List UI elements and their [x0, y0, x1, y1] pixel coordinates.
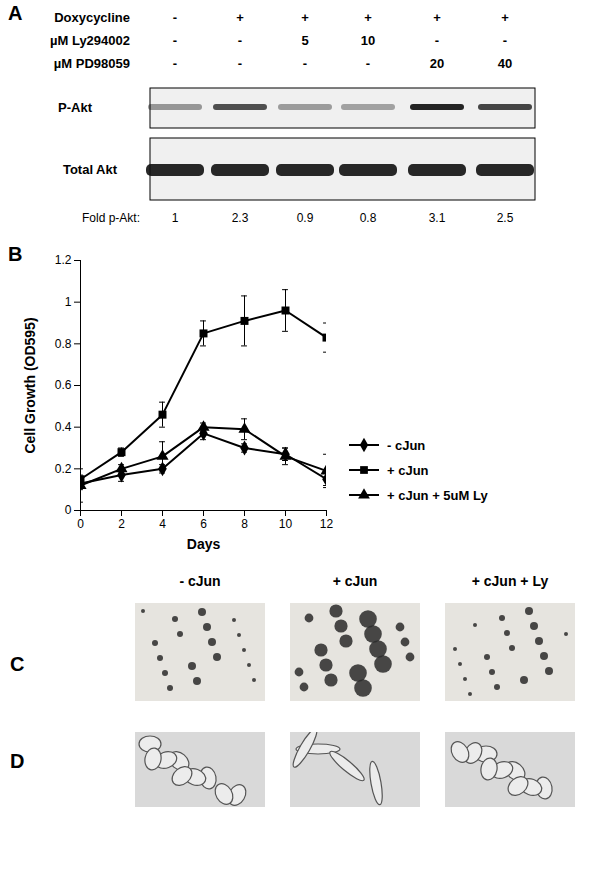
svg-text:40: 40	[498, 56, 512, 71]
svg-text:-: -	[238, 33, 242, 48]
svg-text:-: -	[435, 33, 439, 48]
html-text:B: B	[8, 243, 23, 265]
svg-text:0.2: 0.2	[55, 462, 72, 476]
svg-text:10: 10	[279, 517, 293, 531]
svg-text:12: 12	[320, 517, 334, 531]
svg-text:8: 8	[241, 517, 248, 531]
svg-text:+: +	[364, 10, 372, 25]
svg-text:µM Ly294002: µM Ly294002	[50, 33, 130, 48]
svg-text:+ cJun + 5uM Ly: + cJun + 5uM Ly	[387, 488, 488, 503]
svg-text:0: 0	[65, 503, 72, 517]
svg-text:+: +	[433, 10, 441, 25]
svg-text:-: -	[173, 56, 177, 71]
svg-text:-: -	[173, 33, 177, 48]
html-text:+ cJun + Ly: + cJun + Ly	[471, 573, 549, 589]
svg-text:10: 10	[361, 33, 375, 48]
svg-text:Total Akt: Total Akt	[63, 162, 118, 177]
svg-text:4: 4	[159, 517, 166, 531]
svg-text:-: -	[238, 56, 242, 71]
svg-text:+: +	[236, 10, 244, 25]
svg-text:Doxycycline: Doxycycline	[54, 10, 130, 25]
svg-text:-: -	[366, 56, 370, 71]
svg-text:20: 20	[430, 56, 444, 71]
svg-text:5: 5	[301, 33, 308, 48]
svg-text:1: 1	[65, 295, 72, 309]
svg-text:A: A	[8, 2, 22, 24]
svg-text:-: -	[503, 33, 507, 48]
svg-text:1: 1	[172, 211, 179, 225]
html-text:C: C	[10, 653, 25, 675]
svg-text:- cJun: - cJun	[387, 438, 425, 453]
svg-text:Fold p-Akt:: Fold p-Akt:	[82, 211, 140, 225]
svg-text:Days: Days	[187, 536, 221, 552]
svg-text:0: 0	[77, 517, 84, 531]
svg-text:0.8: 0.8	[360, 211, 377, 225]
svg-text:+: +	[301, 10, 309, 25]
svg-text:3.1: 3.1	[429, 211, 446, 225]
svg-text:0.4: 0.4	[55, 420, 72, 434]
svg-text:-: -	[303, 56, 307, 71]
html-text:+ cJun: + cJun	[332, 573, 378, 589]
html-text:- cJun: - cJun	[179, 573, 221, 589]
svg-text:Cell Growth (OD595): Cell Growth (OD595)	[22, 317, 38, 453]
svg-text:+: +	[501, 10, 509, 25]
svg-text:2: 2	[118, 517, 125, 531]
svg-text:0.6: 0.6	[55, 378, 72, 392]
svg-text:-: -	[173, 10, 177, 25]
svg-text:2.3: 2.3	[232, 211, 249, 225]
svg-text:µM PD98059: µM PD98059	[54, 56, 130, 71]
svg-text:P-Akt: P-Akt	[58, 100, 93, 115]
svg-text:0.8: 0.8	[55, 337, 72, 351]
svg-text:+ cJun: + cJun	[387, 463, 429, 478]
svg-text:6: 6	[200, 517, 207, 531]
svg-text:0.9: 0.9	[297, 211, 314, 225]
html-text:D: D	[10, 750, 25, 772]
svg-text:1.2: 1.2	[55, 253, 72, 267]
svg-text:2.5: 2.5	[497, 211, 514, 225]
